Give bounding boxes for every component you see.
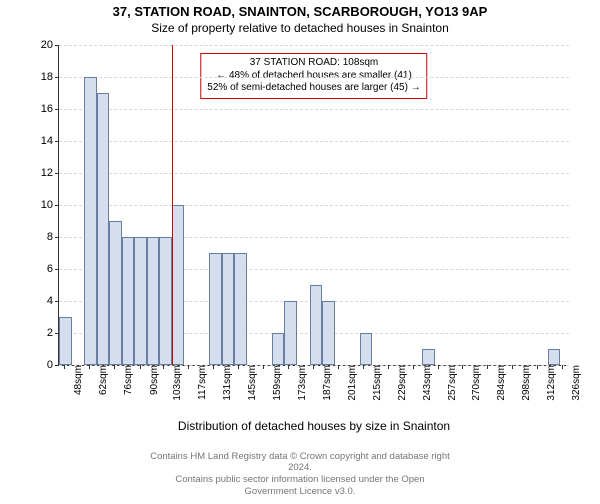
- x-tick-mark: [313, 365, 314, 369]
- x-tick-mark: [512, 365, 513, 369]
- gridline-h: [59, 45, 569, 46]
- x-tick-mark: [89, 365, 90, 369]
- x-tick-mark: [238, 365, 239, 369]
- x-tick-label: 131sqm: [216, 365, 233, 401]
- y-tick-label: 4: [47, 295, 59, 307]
- footer-line-1: Contains HM Land Registry data © Crown c…: [150, 451, 450, 475]
- histogram-bar: [97, 93, 110, 365]
- title-address: 37, STATION ROAD, SNAINTON, SCARBOROUGH,…: [0, 4, 600, 19]
- x-tick-mark: [213, 365, 214, 369]
- histogram-bar: [59, 317, 72, 365]
- y-tick-label: 16: [41, 103, 59, 115]
- histogram-bar: [222, 253, 235, 365]
- chart-container: 37, STATION ROAD, SNAINTON, SCARBOROUGH,…: [0, 4, 600, 504]
- histogram-bar: [360, 333, 373, 365]
- x-tick-mark: [537, 365, 538, 369]
- x-tick-label: 326sqm: [565, 365, 582, 401]
- y-tick-label: 8: [47, 231, 59, 243]
- x-tick-mark: [288, 365, 289, 369]
- x-tick-label: 159sqm: [266, 365, 283, 401]
- x-tick-mark: [487, 365, 488, 369]
- plot-region: 37 STATION ROAD: 108sqm ← 48% of detache…: [58, 45, 569, 366]
- histogram-bar: [209, 253, 222, 365]
- x-tick-mark: [413, 365, 414, 369]
- x-tick-label: 187sqm: [316, 365, 333, 401]
- histogram-bar: [84, 77, 97, 365]
- histogram-bar: [422, 349, 435, 365]
- x-tick-mark: [363, 365, 364, 369]
- x-tick-label: 284sqm: [490, 365, 507, 401]
- x-tick-label: 298sqm: [515, 365, 532, 401]
- x-axis-label: Distribution of detached houses by size …: [178, 419, 450, 433]
- y-tick-label: 18: [41, 71, 59, 83]
- x-tick-mark: [163, 365, 164, 369]
- x-tick-label: 215sqm: [366, 365, 383, 401]
- histogram-bar: [548, 349, 561, 365]
- x-tick-mark: [114, 365, 115, 369]
- x-tick-label: 229sqm: [391, 365, 408, 401]
- histogram-bar: [310, 285, 323, 365]
- x-tick-label: 257sqm: [441, 365, 458, 401]
- y-tick-label: 2: [47, 327, 59, 339]
- x-tick-mark: [388, 365, 389, 369]
- y-tick-label: 6: [47, 263, 59, 275]
- x-tick-label: 145sqm: [241, 365, 258, 401]
- x-tick-mark: [140, 365, 141, 369]
- x-tick-mark: [338, 365, 339, 369]
- y-tick-label: 10: [41, 199, 59, 211]
- histogram-bar: [234, 253, 247, 365]
- x-tick-label: 243sqm: [416, 365, 433, 401]
- x-tick-mark: [438, 365, 439, 369]
- x-tick-label: 312sqm: [540, 365, 557, 401]
- gridline-h: [59, 173, 569, 174]
- annotation-line-1: 37 STATION ROAD: 108sqm: [207, 57, 420, 70]
- annotation-box: 37 STATION ROAD: 108sqm ← 48% of detache…: [200, 53, 427, 99]
- gridline-h: [59, 141, 569, 142]
- x-tick-label: 76sqm: [117, 365, 134, 395]
- histogram-bar: [272, 333, 285, 365]
- y-tick-label: 14: [41, 135, 59, 147]
- x-tick-label: 90sqm: [143, 365, 160, 395]
- footer-attribution: Contains HM Land Registry data © Crown c…: [150, 451, 450, 499]
- y-tick-label: 12: [41, 167, 59, 179]
- histogram-bar: [322, 301, 335, 365]
- histogram-bar: [134, 237, 147, 365]
- annotation-line-2: ← 48% of detached houses are smaller (41…: [207, 70, 420, 83]
- x-tick-label: 48sqm: [67, 365, 84, 395]
- histogram-bar: [284, 301, 297, 365]
- x-tick-label: 201sqm: [341, 365, 358, 401]
- gridline-h: [59, 109, 569, 110]
- x-tick-mark: [562, 365, 563, 369]
- gridline-h: [59, 205, 569, 206]
- footer-line-2: Contains public sector information licen…: [150, 474, 450, 498]
- x-tick-mark: [263, 365, 264, 369]
- histogram-bar: [159, 237, 172, 365]
- x-tick-label: 270sqm: [465, 365, 482, 401]
- x-tick-mark: [188, 365, 189, 369]
- x-tick-label: 103sqm: [166, 365, 183, 401]
- gridline-h: [59, 77, 569, 78]
- histogram-bar: [109, 221, 122, 365]
- annotation-line-3: 52% of semi-detached houses are larger (…: [207, 82, 420, 95]
- title-subtitle: Size of property relative to detached ho…: [0, 21, 600, 35]
- marker-vline: [172, 45, 173, 365]
- x-tick-label: 62sqm: [92, 365, 109, 395]
- chart-area: Number of detached properties 37 STATION…: [30, 39, 590, 419]
- histogram-bar: [122, 237, 135, 365]
- x-tick-label: 117sqm: [191, 365, 208, 400]
- histogram-bar: [147, 237, 160, 365]
- y-tick-label: 0: [47, 359, 59, 371]
- histogram-bar: [172, 205, 185, 365]
- x-tick-label: 173sqm: [291, 365, 308, 401]
- y-tick-label: 20: [41, 39, 59, 51]
- x-tick-mark: [64, 365, 65, 369]
- x-tick-mark: [462, 365, 463, 369]
